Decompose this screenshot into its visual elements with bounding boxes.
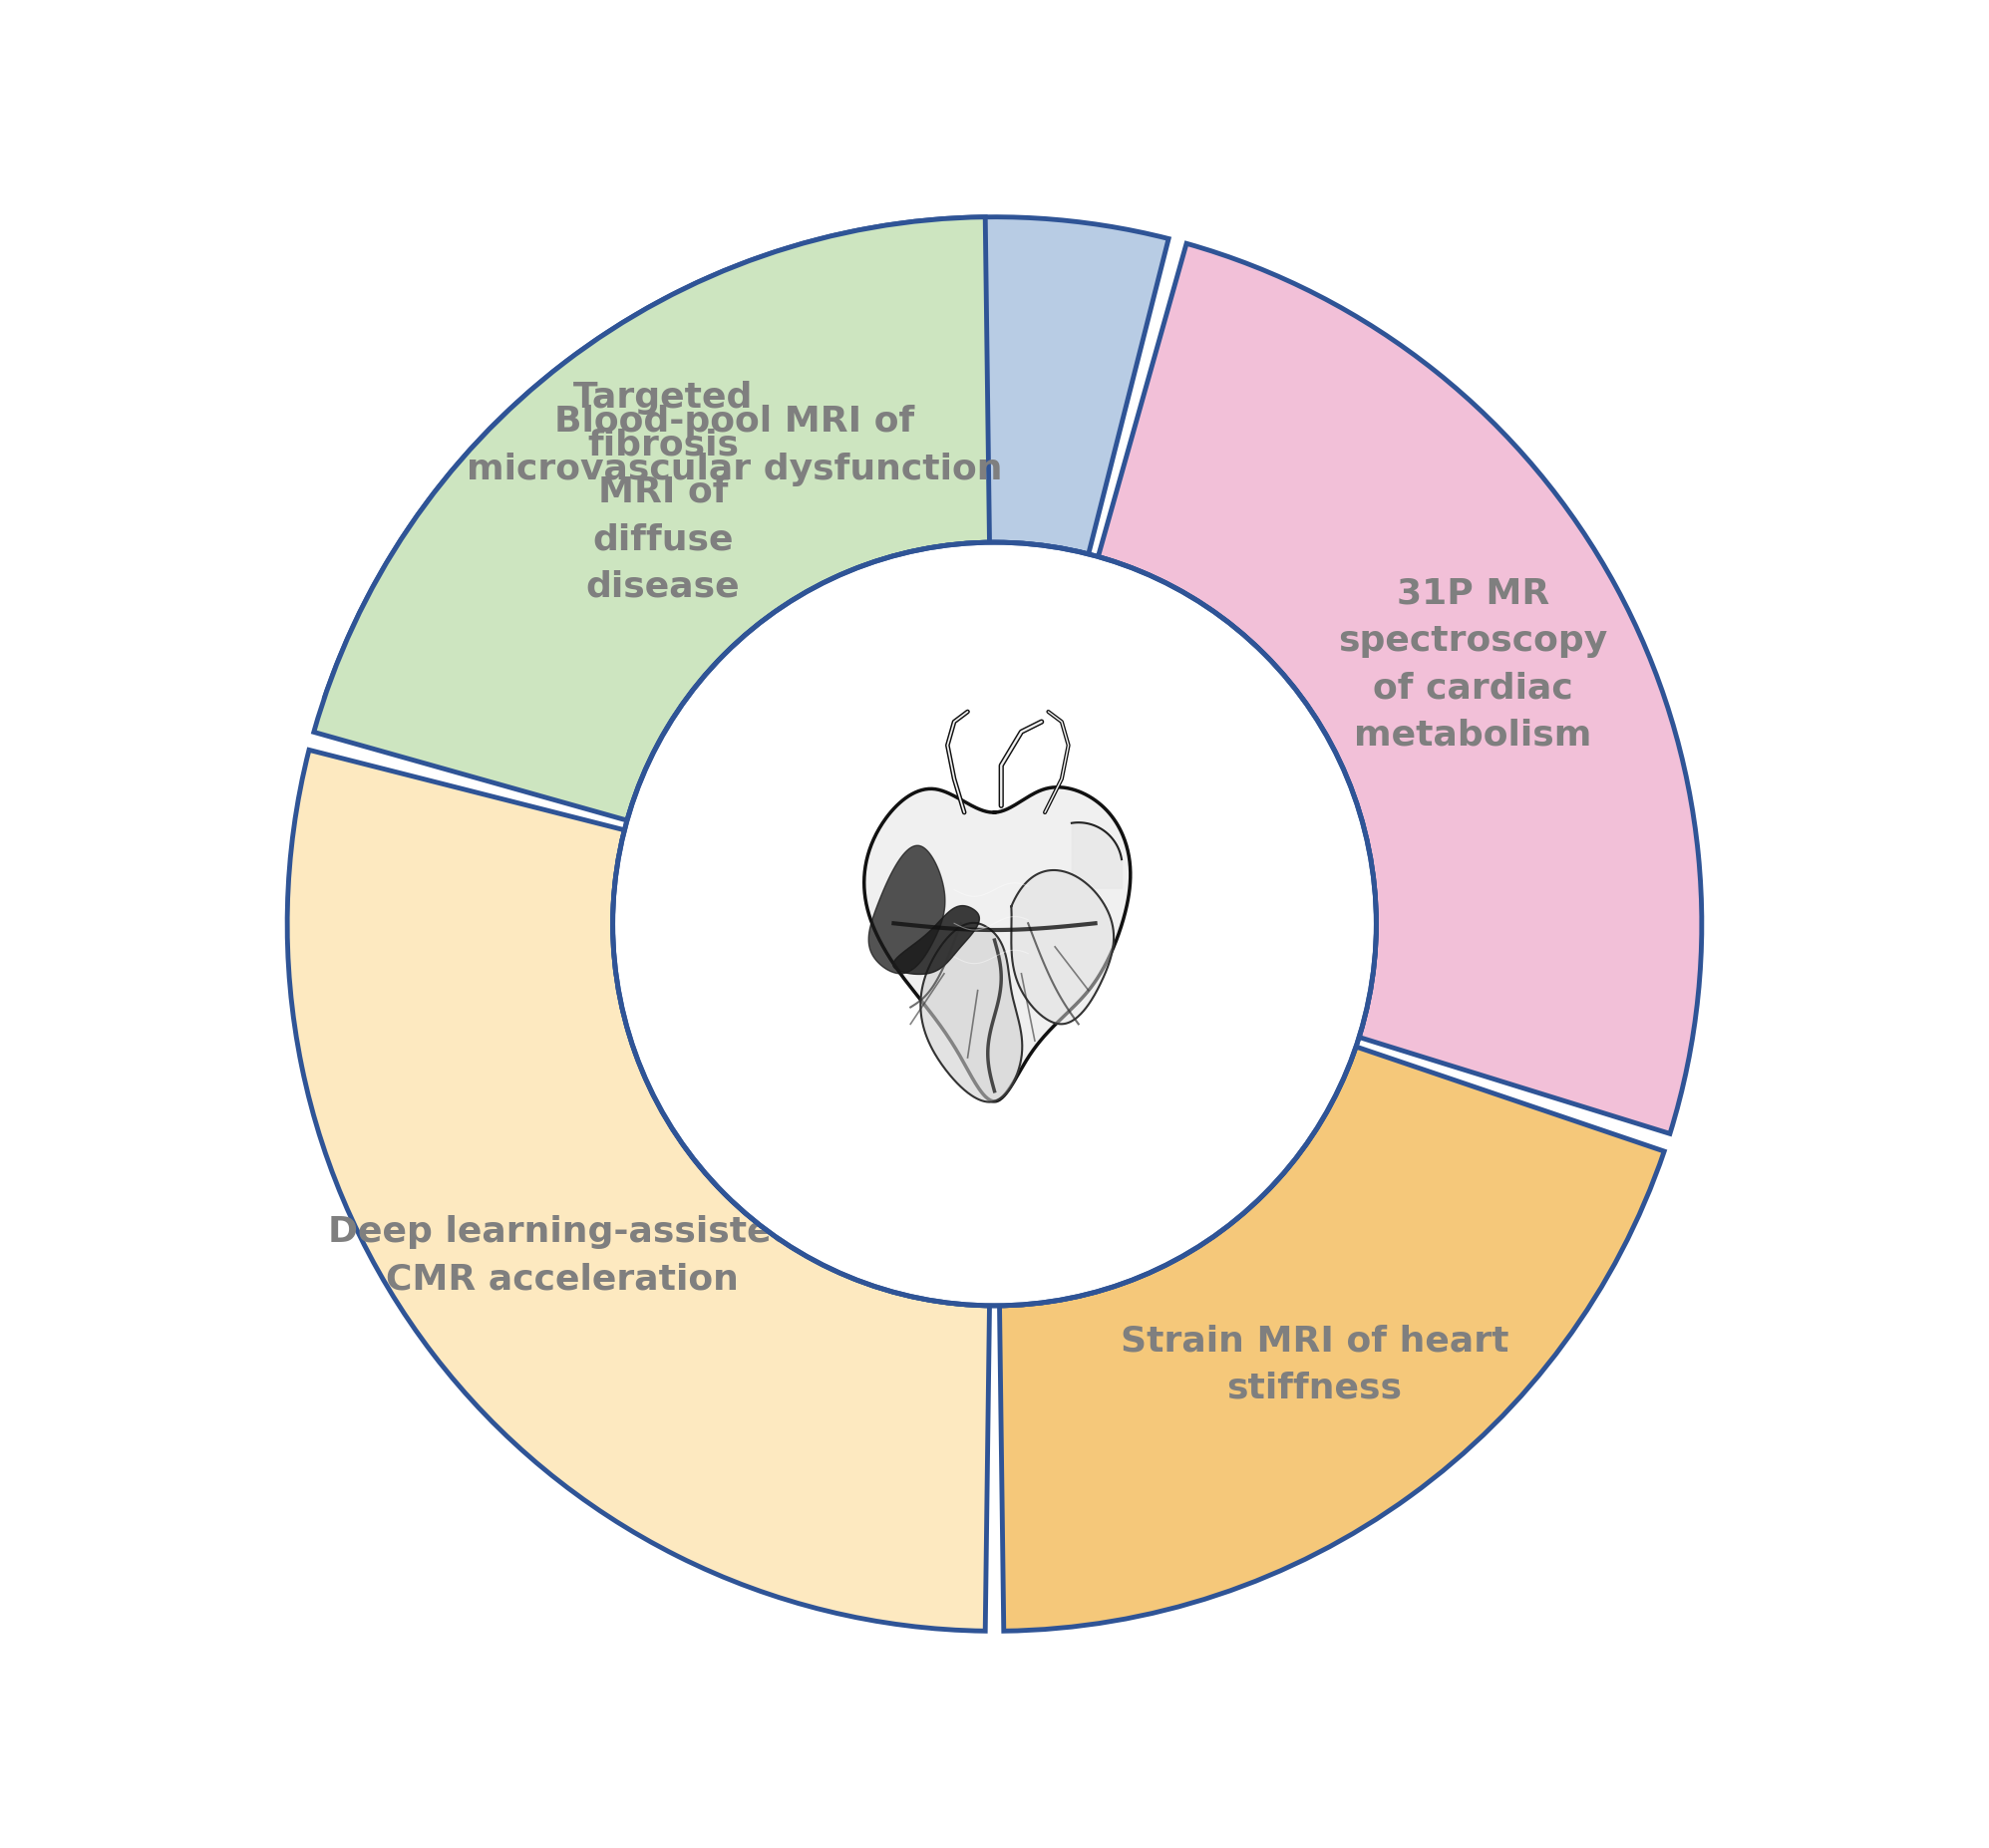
Wedge shape [286,750,989,1632]
Wedge shape [1098,244,1703,1133]
Polygon shape [893,906,979,974]
Polygon shape [921,922,1022,1101]
Polygon shape [869,846,945,974]
Text: 31P MR
spectroscopy
of cardiac
metabolism: 31P MR spectroscopy of cardiac metabolis… [1339,577,1607,752]
Polygon shape [863,787,1130,1101]
Circle shape [613,541,1376,1307]
Wedge shape [324,216,1170,802]
Polygon shape [1010,870,1114,1024]
Wedge shape [314,216,989,821]
Text: Blood-pool MRI of
microvascular dysfunction: Blood-pool MRI of microvascular dysfunct… [467,405,1002,486]
Text: Deep learning-assisted
CMR acceleration: Deep learning-assisted CMR acceleration [328,1214,798,1295]
Text: Targeted
fibrosis
MRI of
diffuse
disease: Targeted fibrosis MRI of diffuse disease [573,381,754,604]
Wedge shape [1000,1046,1665,1632]
Text: Strain MRI of heart
stiffness: Strain MRI of heart stiffness [1120,1323,1510,1404]
